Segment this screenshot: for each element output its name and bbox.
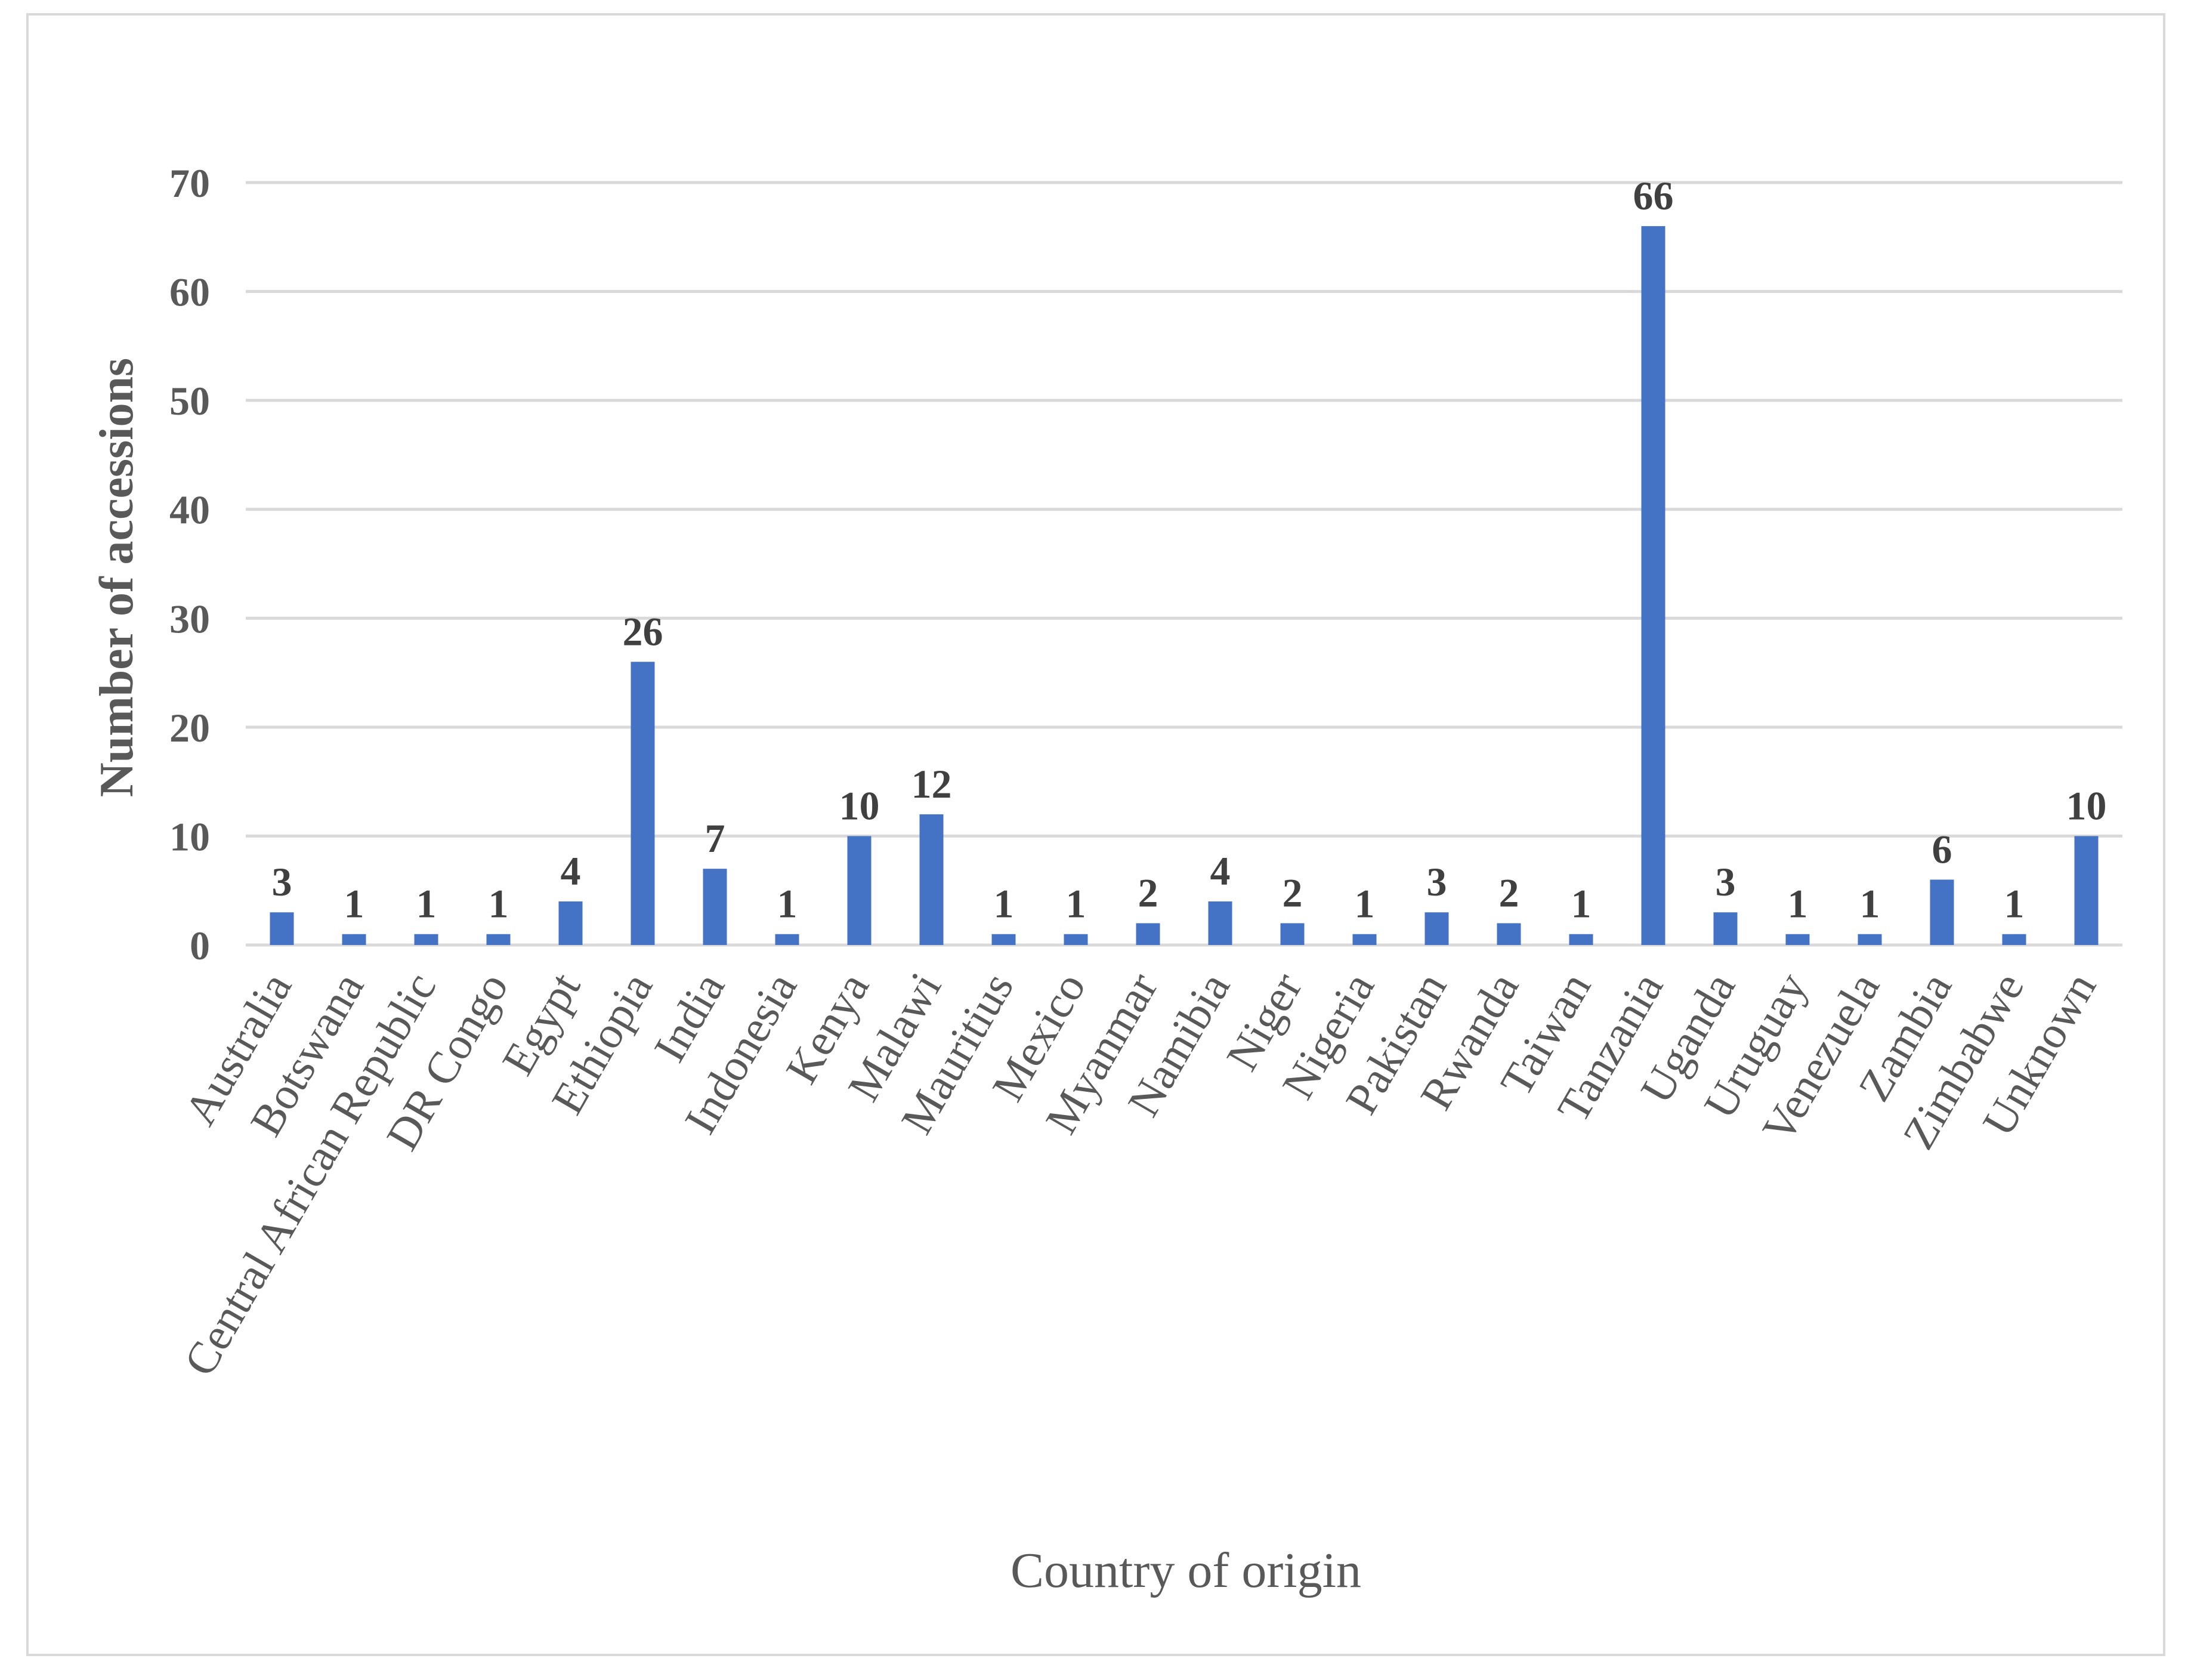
bar-myanmar [1136,923,1160,945]
bar-venezuela [1858,934,1882,945]
data-label: 10 [2066,783,2107,828]
gridlines [246,181,2122,947]
y-tick-label: 60 [169,270,210,315]
bar-india [703,869,727,945]
bar-tanzania [1641,226,1665,945]
y-axis-ticks: 0 10 20 30 40 50 60 70 [169,160,210,968]
data-label: 4 [561,848,581,894]
data-label: 26 [623,609,663,654]
bar-nigeria [1352,934,1377,945]
bars [270,226,2099,945]
data-label: 3 [1716,859,1736,904]
data-label: 6 [1932,826,1952,872]
data-label: 1 [1355,881,1375,927]
bar-uganda [1713,912,1738,945]
data-label: 2 [1283,870,1303,915]
y-tick-label: 70 [169,160,210,206]
bar-niger [1280,923,1305,945]
bar-mexico [1064,934,1088,945]
data-label: 1 [489,881,509,927]
bar-taiwan [1569,934,1593,945]
bar-australia [270,912,294,945]
bar-central-african-republic [414,934,438,945]
data-label: 1 [416,881,437,927]
bar-egypt [558,901,583,945]
data-label: 7 [705,816,725,861]
x-axis-title: Country of origin [1011,1543,1361,1598]
data-label: 1 [2004,881,2025,927]
bar-botswana [342,934,366,945]
data-label: 1 [777,881,798,927]
bar-namibia [1208,901,1232,945]
y-tick-label: 0 [190,923,210,968]
data-label: 1 [344,881,364,927]
y-tick-label: 40 [169,487,210,533]
bar-uruguay [1785,934,1810,945]
data-label: 2 [1138,870,1158,915]
data-label: 2 [1499,870,1519,915]
y-tick-label: 10 [169,814,210,859]
bar-pakistan [1424,912,1449,945]
data-label: 1 [1860,881,1880,927]
bar-zambia [1930,879,1954,945]
bar-malawi [919,814,944,945]
data-label: 4 [1210,848,1231,894]
bar-indonesia [775,934,799,945]
bar-zimbabwe [2002,934,2026,945]
bar-kenya [847,836,872,945]
data-label: 66 [1633,173,1674,218]
y-tick-label: 20 [169,705,210,751]
data-label: 1 [994,881,1014,927]
data-label: 10 [839,783,880,828]
data-label: 1 [1788,881,1808,927]
data-label: 1 [1571,881,1592,927]
bar-dr-congo [486,934,511,945]
bar-ethiopia [631,662,655,945]
data-label: 3 [1427,859,1447,904]
y-axis-title: Number of accessions [91,358,143,797]
data-label: 1 [1066,881,1086,927]
y-tick-label: 50 [169,378,210,424]
bar-mauritius [991,934,1016,945]
bar-unknown [2074,836,2099,945]
data-label: 3 [272,859,292,904]
bar-rwanda [1497,923,1521,945]
y-tick-label: 30 [169,596,210,641]
data-label: 12 [911,761,952,807]
